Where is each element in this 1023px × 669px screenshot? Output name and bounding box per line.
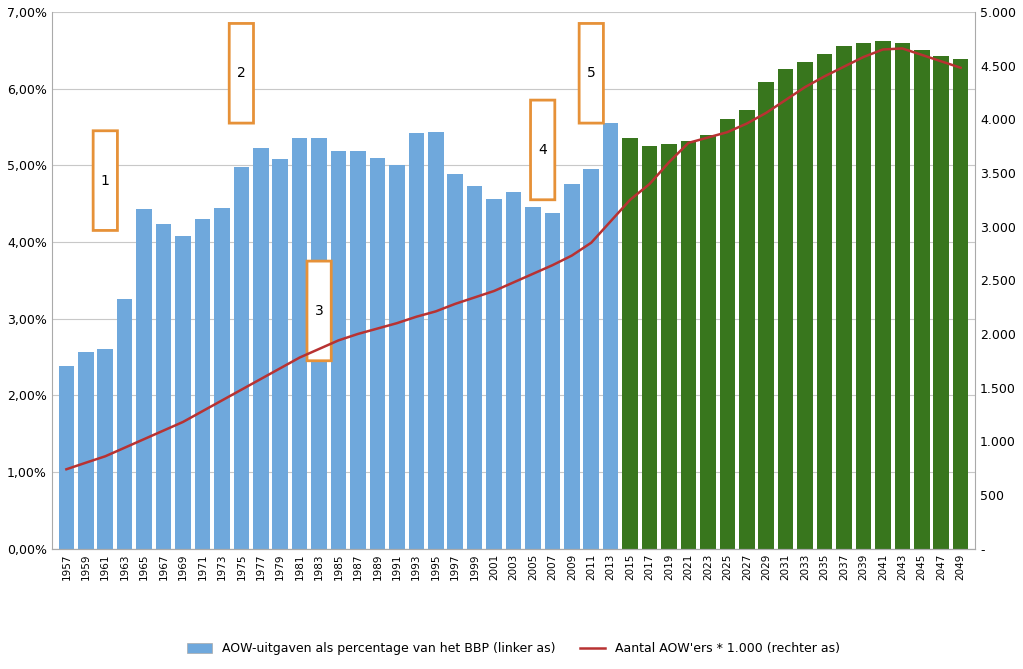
Bar [58, 366, 74, 549]
Bar [525, 207, 541, 549]
Bar [505, 192, 522, 549]
Bar [816, 54, 833, 549]
Bar [661, 144, 677, 549]
Bar [855, 43, 872, 549]
Bar [155, 224, 172, 549]
Bar [117, 300, 133, 549]
Bar [214, 208, 230, 549]
Bar [544, 213, 561, 549]
Bar [797, 62, 813, 549]
Bar [136, 209, 152, 549]
Bar [486, 199, 502, 549]
Text: 3: 3 [315, 304, 323, 318]
Bar [389, 165, 405, 549]
Bar [680, 140, 697, 549]
PathPatch shape [229, 23, 254, 123]
Bar [719, 119, 736, 549]
Bar [583, 169, 599, 549]
Bar [194, 219, 211, 549]
Bar [914, 50, 930, 549]
Bar [253, 149, 269, 549]
Bar [330, 151, 347, 549]
Bar [447, 175, 463, 549]
Bar [78, 351, 93, 549]
Text: 1: 1 [101, 173, 109, 187]
PathPatch shape [579, 23, 604, 123]
Bar [428, 132, 444, 549]
Text: 4: 4 [538, 143, 547, 157]
Bar [272, 159, 288, 549]
Text: 5: 5 [587, 66, 595, 80]
Bar [292, 138, 308, 549]
Bar [350, 151, 366, 549]
Bar [739, 110, 755, 549]
Bar [777, 70, 794, 549]
Bar [564, 185, 580, 549]
Bar [408, 133, 425, 549]
Bar [933, 56, 949, 549]
Bar [952, 60, 969, 549]
Bar [311, 138, 327, 549]
Legend: AOW-uitgaven als percentage van het BBP (linker as), Aantal AOW'ers * 1.000 (rec: AOW-uitgaven als percentage van het BBP … [182, 638, 845, 660]
Bar [369, 158, 386, 549]
Bar [175, 235, 191, 549]
Bar [97, 349, 113, 549]
Bar [603, 123, 619, 549]
Bar [622, 138, 638, 549]
Bar [836, 46, 852, 549]
Bar [700, 134, 716, 549]
Bar [894, 43, 910, 549]
Text: 2: 2 [237, 66, 246, 80]
PathPatch shape [531, 100, 554, 200]
PathPatch shape [93, 130, 118, 230]
Bar [758, 82, 774, 549]
PathPatch shape [307, 261, 331, 361]
Bar [233, 167, 250, 549]
Bar [466, 186, 483, 549]
Bar [875, 41, 891, 549]
Bar [641, 146, 658, 549]
